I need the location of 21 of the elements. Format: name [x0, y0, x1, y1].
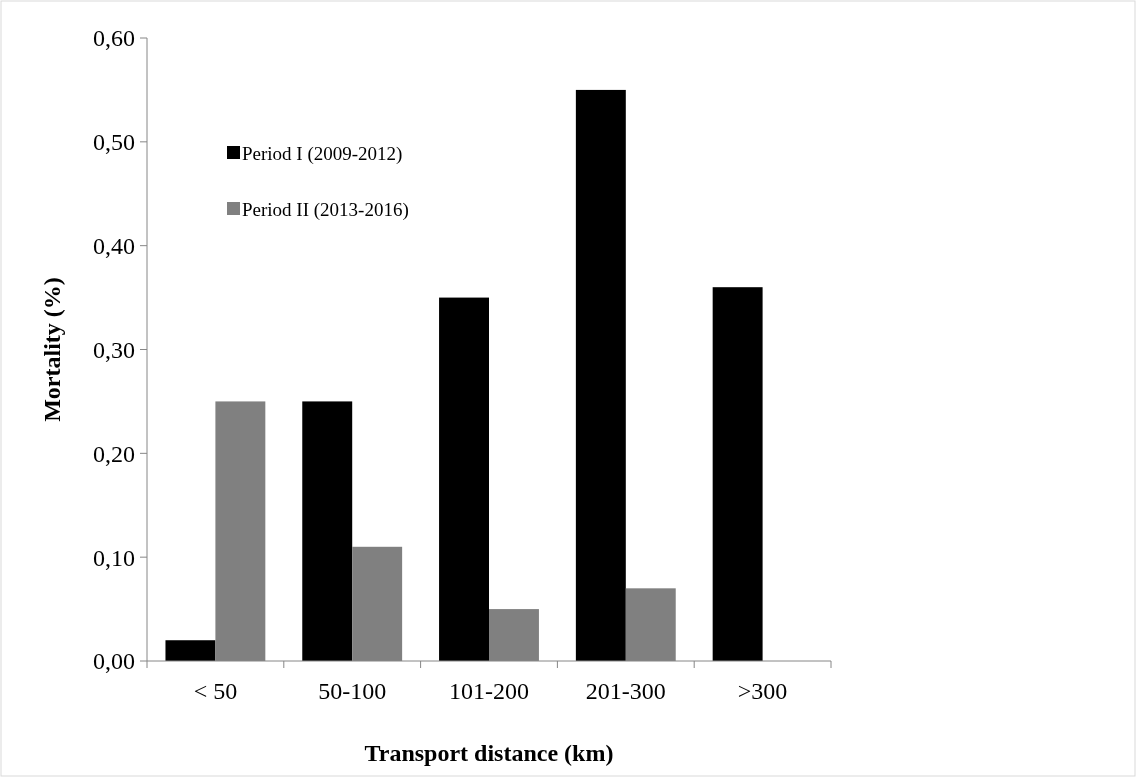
legend-label: Period I (2009-2012): [242, 142, 403, 165]
bar: [712, 287, 763, 661]
x-tick-label: 50-100: [318, 678, 387, 704]
x-axis-title: Transport distance (km): [364, 740, 614, 766]
bar: [302, 401, 353, 661]
legend-label: Period II (2013-2016): [242, 198, 409, 221]
y-tick-label: 0,40: [93, 233, 135, 260]
y-tick-label: 0,00: [93, 648, 135, 675]
y-axis-title: Mortality (%): [39, 277, 65, 422]
y-tick-label: 0,60: [93, 25, 135, 52]
y-tick-label: 0,30: [93, 336, 135, 363]
x-tick-label: 201-300: [585, 678, 666, 704]
y-tick-label: 0,50: [93, 129, 135, 156]
x-tick-label: 101-200: [449, 678, 529, 704]
x-tick-label: < 50: [193, 678, 238, 704]
bar: [575, 89, 626, 661]
y-tick-label: 0,20: [93, 440, 135, 467]
y-tick-label: 0,10: [93, 544, 135, 571]
x-tick-label: >300: [737, 678, 788, 704]
bar: [165, 640, 216, 661]
bar: [439, 297, 489, 661]
